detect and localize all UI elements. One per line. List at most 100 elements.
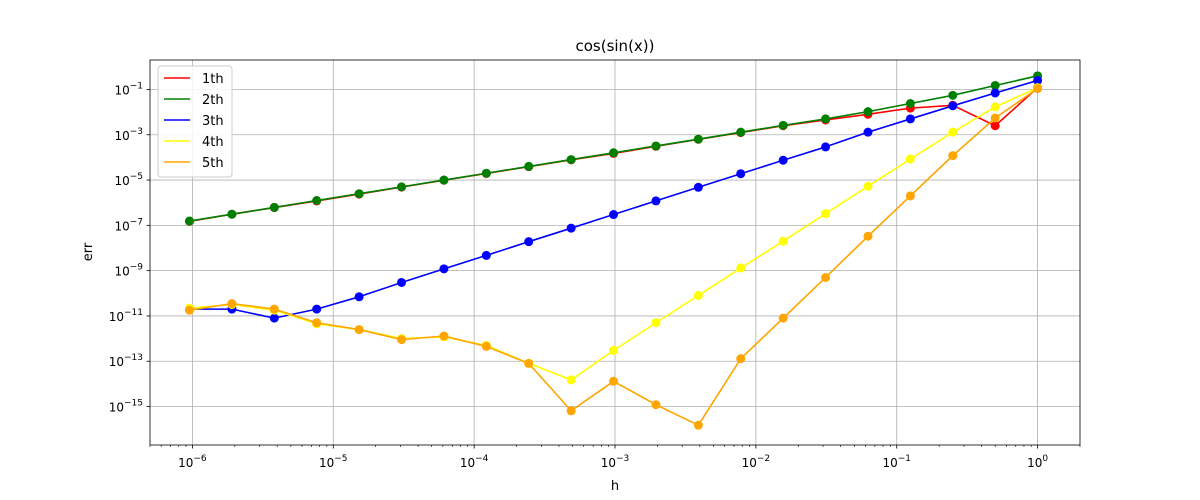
y-tick-label-exponent: −13 [124, 353, 143, 363]
data-point-2th [948, 90, 958, 100]
data-point-4th [778, 236, 788, 246]
data-point-1th [990, 121, 1000, 131]
series-5th [185, 84, 1043, 430]
x-tick-label: 10−2 [742, 454, 771, 470]
data-point-3th [439, 264, 449, 274]
data-point-5th [948, 151, 958, 161]
data-point-2th [736, 127, 746, 137]
legend-label-5th: 5th [202, 156, 224, 171]
legend-box [157, 65, 233, 178]
y-tick-label-exponent: −11 [124, 308, 143, 318]
data-point-4th [863, 181, 873, 191]
x-tick-label-exponent: −2 [757, 454, 770, 464]
x-tick-label-base: 10 [1027, 456, 1042, 470]
chart-title: cos(sin(x)) [575, 37, 654, 55]
y-tick-label: 10−13 [109, 353, 143, 369]
data-point-2th [185, 216, 195, 226]
data-point-3th [651, 196, 661, 206]
data-point-2th [990, 80, 1000, 90]
data-point-3th [354, 292, 364, 302]
y-tick-label: 10−15 [109, 399, 143, 415]
x-tick-label: 100 [1027, 454, 1048, 470]
data-point-3th [312, 304, 322, 314]
data-point-4th [736, 263, 746, 273]
series-layer [185, 71, 1043, 430]
data-point-3th [566, 223, 576, 233]
x-tick-label-exponent: −1 [898, 454, 911, 464]
ticks: 10−6 10−5 10−4 10−3 10−2 10−1 10010−110−310−51… [109, 81, 1081, 470]
legend-label-2th: 2th [202, 93, 224, 108]
data-point-3th [269, 313, 279, 323]
data-point-5th [736, 354, 746, 364]
data-point-5th [312, 318, 322, 328]
data-point-4th [693, 290, 703, 300]
data-point-5th [185, 305, 195, 315]
data-point-5th [609, 376, 619, 386]
data-point-5th [863, 231, 873, 241]
x-tick-label-base: 10 [319, 456, 334, 470]
y-tick-label-base: 10 [109, 310, 124, 324]
data-point-3th [609, 210, 619, 220]
data-point-2th [693, 134, 703, 144]
y-tick-label-exponent: −1 [130, 81, 143, 91]
data-point-2th [439, 175, 449, 185]
data-point-5th [905, 191, 915, 201]
data-point-2th [651, 141, 661, 151]
y-tick-label-base: 10 [114, 265, 129, 279]
data-point-5th [778, 313, 788, 323]
y-tick-label: 10−11 [109, 308, 143, 324]
y-tick-label-base: 10 [114, 174, 129, 188]
data-point-3th [863, 127, 873, 137]
data-point-5th [524, 358, 534, 368]
y-tick-label: 10−7 [114, 217, 143, 233]
x-tick-label-base: 10 [460, 456, 475, 470]
data-point-2th [863, 107, 873, 117]
y-tick-label: 10−3 [114, 127, 143, 143]
data-point-2th [227, 209, 237, 219]
x-tick-label-exponent: 0 [1042, 454, 1048, 464]
x-tick-label: 10−6 [178, 454, 207, 470]
data-point-3th [821, 142, 831, 152]
y-tick-label: 10−9 [114, 263, 143, 279]
x-axis-title: h [611, 479, 619, 494]
y-tick-label-exponent: −15 [124, 399, 143, 409]
data-point-5th [1033, 84, 1043, 94]
data-point-2th [354, 189, 364, 199]
y-tick-label-exponent: −5 [130, 172, 143, 182]
data-point-4th [609, 345, 619, 355]
series-2th [185, 71, 1043, 226]
data-point-2th [312, 196, 322, 206]
data-point-5th [227, 299, 237, 309]
data-point-3th [1033, 75, 1043, 85]
x-tick-label-base: 10 [601, 456, 616, 470]
y-tick-label: 10−1 [114, 81, 143, 97]
data-point-5th [651, 400, 661, 410]
data-point-3th [397, 277, 407, 287]
y-tick-label-base: 10 [114, 219, 129, 233]
x-tick-label-base: 10 [178, 456, 193, 470]
data-point-2th [821, 114, 831, 124]
y-tick-label-base: 10 [114, 129, 129, 143]
data-point-3th [693, 182, 703, 192]
data-point-4th [948, 127, 958, 137]
data-point-2th [609, 148, 619, 158]
data-point-3th [481, 250, 491, 260]
data-point-3th [524, 237, 534, 247]
data-point-3th [778, 155, 788, 165]
data-point-4th [905, 154, 915, 164]
data-point-2th [778, 120, 788, 130]
grid [150, 60, 1080, 445]
y-tick-label-exponent: −7 [130, 217, 143, 227]
data-point-4th [990, 102, 1000, 112]
data-point-3th [990, 88, 1000, 98]
data-point-2th [905, 99, 915, 109]
data-point-5th [693, 420, 703, 430]
data-point-5th [990, 113, 1000, 123]
legend-label-3th: 3th [202, 114, 224, 129]
data-point-5th [397, 335, 407, 345]
data-point-4th [566, 375, 576, 385]
data-point-2th [481, 168, 491, 178]
data-point-5th [566, 406, 576, 416]
y-axis-title: err [81, 242, 96, 261]
